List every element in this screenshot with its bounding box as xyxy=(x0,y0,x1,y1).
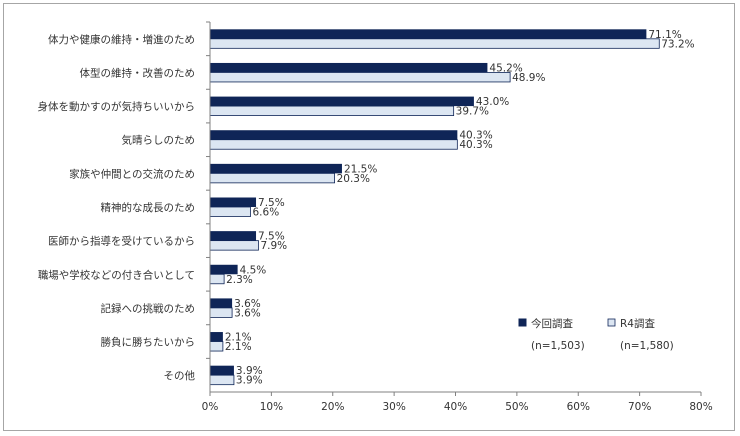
x-tick-label: 70% xyxy=(628,401,651,413)
data-label-current: 21.5% xyxy=(344,163,377,175)
x-tick-label: 10% xyxy=(260,401,283,413)
bar-r4 xyxy=(209,374,235,386)
legend-swatch-current xyxy=(518,318,527,327)
data-label-r4: 20.3% xyxy=(337,173,370,185)
bar-current xyxy=(210,365,234,376)
bar-current xyxy=(210,163,342,174)
bar-current xyxy=(210,332,223,342)
data-labels: 71.1%73.2% 45.2%48.9%43.0%39.7% 40.3%40.3%… xyxy=(225,29,695,387)
bar-current xyxy=(210,231,257,241)
x-tick-label: 50% xyxy=(505,401,528,413)
bar-current xyxy=(210,130,458,140)
bar-current xyxy=(210,197,257,207)
legend-label-r4: R4調査 xyxy=(620,317,655,330)
bar-current xyxy=(210,62,488,73)
x-tick-labels: 0% 10% 20% 30% 40% 50% 60% 70% 80% xyxy=(202,401,713,413)
bar-r4 xyxy=(209,72,511,83)
data-label-current: 4.5% xyxy=(240,264,267,276)
x-tick-label: 30% xyxy=(382,401,405,413)
data-label-r4: 40.3% xyxy=(459,139,492,151)
category-label: その他 xyxy=(164,369,196,382)
category-labels: 体力や健康の維持・増進のため体型の維持・改善のため身体を動かすのが気持ちいいから… xyxy=(38,33,196,382)
x-tick-label: 40% xyxy=(444,401,467,413)
bar-current xyxy=(210,298,233,308)
category-label: 体型の維持・改善のため xyxy=(80,66,196,79)
bar-r4 xyxy=(209,105,455,116)
data-label-current: 45.2% xyxy=(489,62,522,74)
bar-r4 xyxy=(209,240,259,251)
bar-r4 xyxy=(209,139,458,150)
data-label-r4: 3.6% xyxy=(234,307,261,319)
x-tick-label: 20% xyxy=(321,401,344,413)
data-label-current: 7.5% xyxy=(258,231,285,243)
data-label-current: 7.5% xyxy=(258,197,285,209)
axes-group xyxy=(206,21,702,396)
bar-r4 xyxy=(209,38,660,49)
bar-current xyxy=(210,264,238,275)
category-label: 体力や健康の維持・増進のため xyxy=(48,33,195,46)
category-label: 気晴らしのため xyxy=(122,134,196,147)
data-label-r4: 3.9% xyxy=(236,375,263,387)
category-label: 医師から指導を受けているから xyxy=(48,235,195,248)
category-label: 精神的な成長のため xyxy=(101,201,196,214)
x-tick-label: 0% xyxy=(202,401,219,413)
data-label-r4: 2.1% xyxy=(225,341,252,353)
data-label-r4: 6.6% xyxy=(253,207,280,219)
x-tick-label: 80% xyxy=(689,401,712,413)
bar-r4 xyxy=(209,273,225,285)
data-label-r4: 48.9% xyxy=(512,72,545,84)
category-label: 身体を動かすのが気持ちいいから xyxy=(38,100,196,113)
data-label-current: 2.1% xyxy=(225,332,252,344)
bar-current xyxy=(210,96,474,107)
bar-current xyxy=(210,29,647,39)
data-label-current: 3.6% xyxy=(234,298,261,310)
data-label-current: 3.9% xyxy=(236,365,263,377)
bar-r4 xyxy=(209,206,251,217)
data-label-r4: 2.3% xyxy=(226,274,253,286)
bar-r4 xyxy=(209,341,224,352)
data-label-r4: 39.7% xyxy=(456,106,489,118)
category-label: 勝負に勝ちたいから xyxy=(101,336,196,349)
data-label-r4: 73.2% xyxy=(661,38,694,50)
legend-n-current: (n=1,503) xyxy=(531,340,585,352)
bar-r4 xyxy=(209,172,335,184)
legend-swatch-r4 xyxy=(607,318,616,327)
legend-n-r4: (n=1,580) xyxy=(620,340,674,352)
data-label-current: 43.0% xyxy=(476,96,509,108)
bar-r4 xyxy=(209,307,233,318)
data-label-current: 40.3% xyxy=(459,130,492,142)
data-label-current: 71.1% xyxy=(648,29,681,41)
legend: 今回調査 (n=1,503) R4調査 (n=1,580) xyxy=(518,317,674,352)
category-label: 職場や学校などの付き合いとして xyxy=(38,268,195,281)
data-label-r4: 7.9% xyxy=(260,240,287,252)
legend-label-current: 今回調査 xyxy=(531,317,573,330)
category-label: 家族や仲間との交流のため xyxy=(69,167,195,180)
x-tick-label: 60% xyxy=(567,401,590,413)
category-label: 記録への挑戦のため xyxy=(101,302,196,315)
